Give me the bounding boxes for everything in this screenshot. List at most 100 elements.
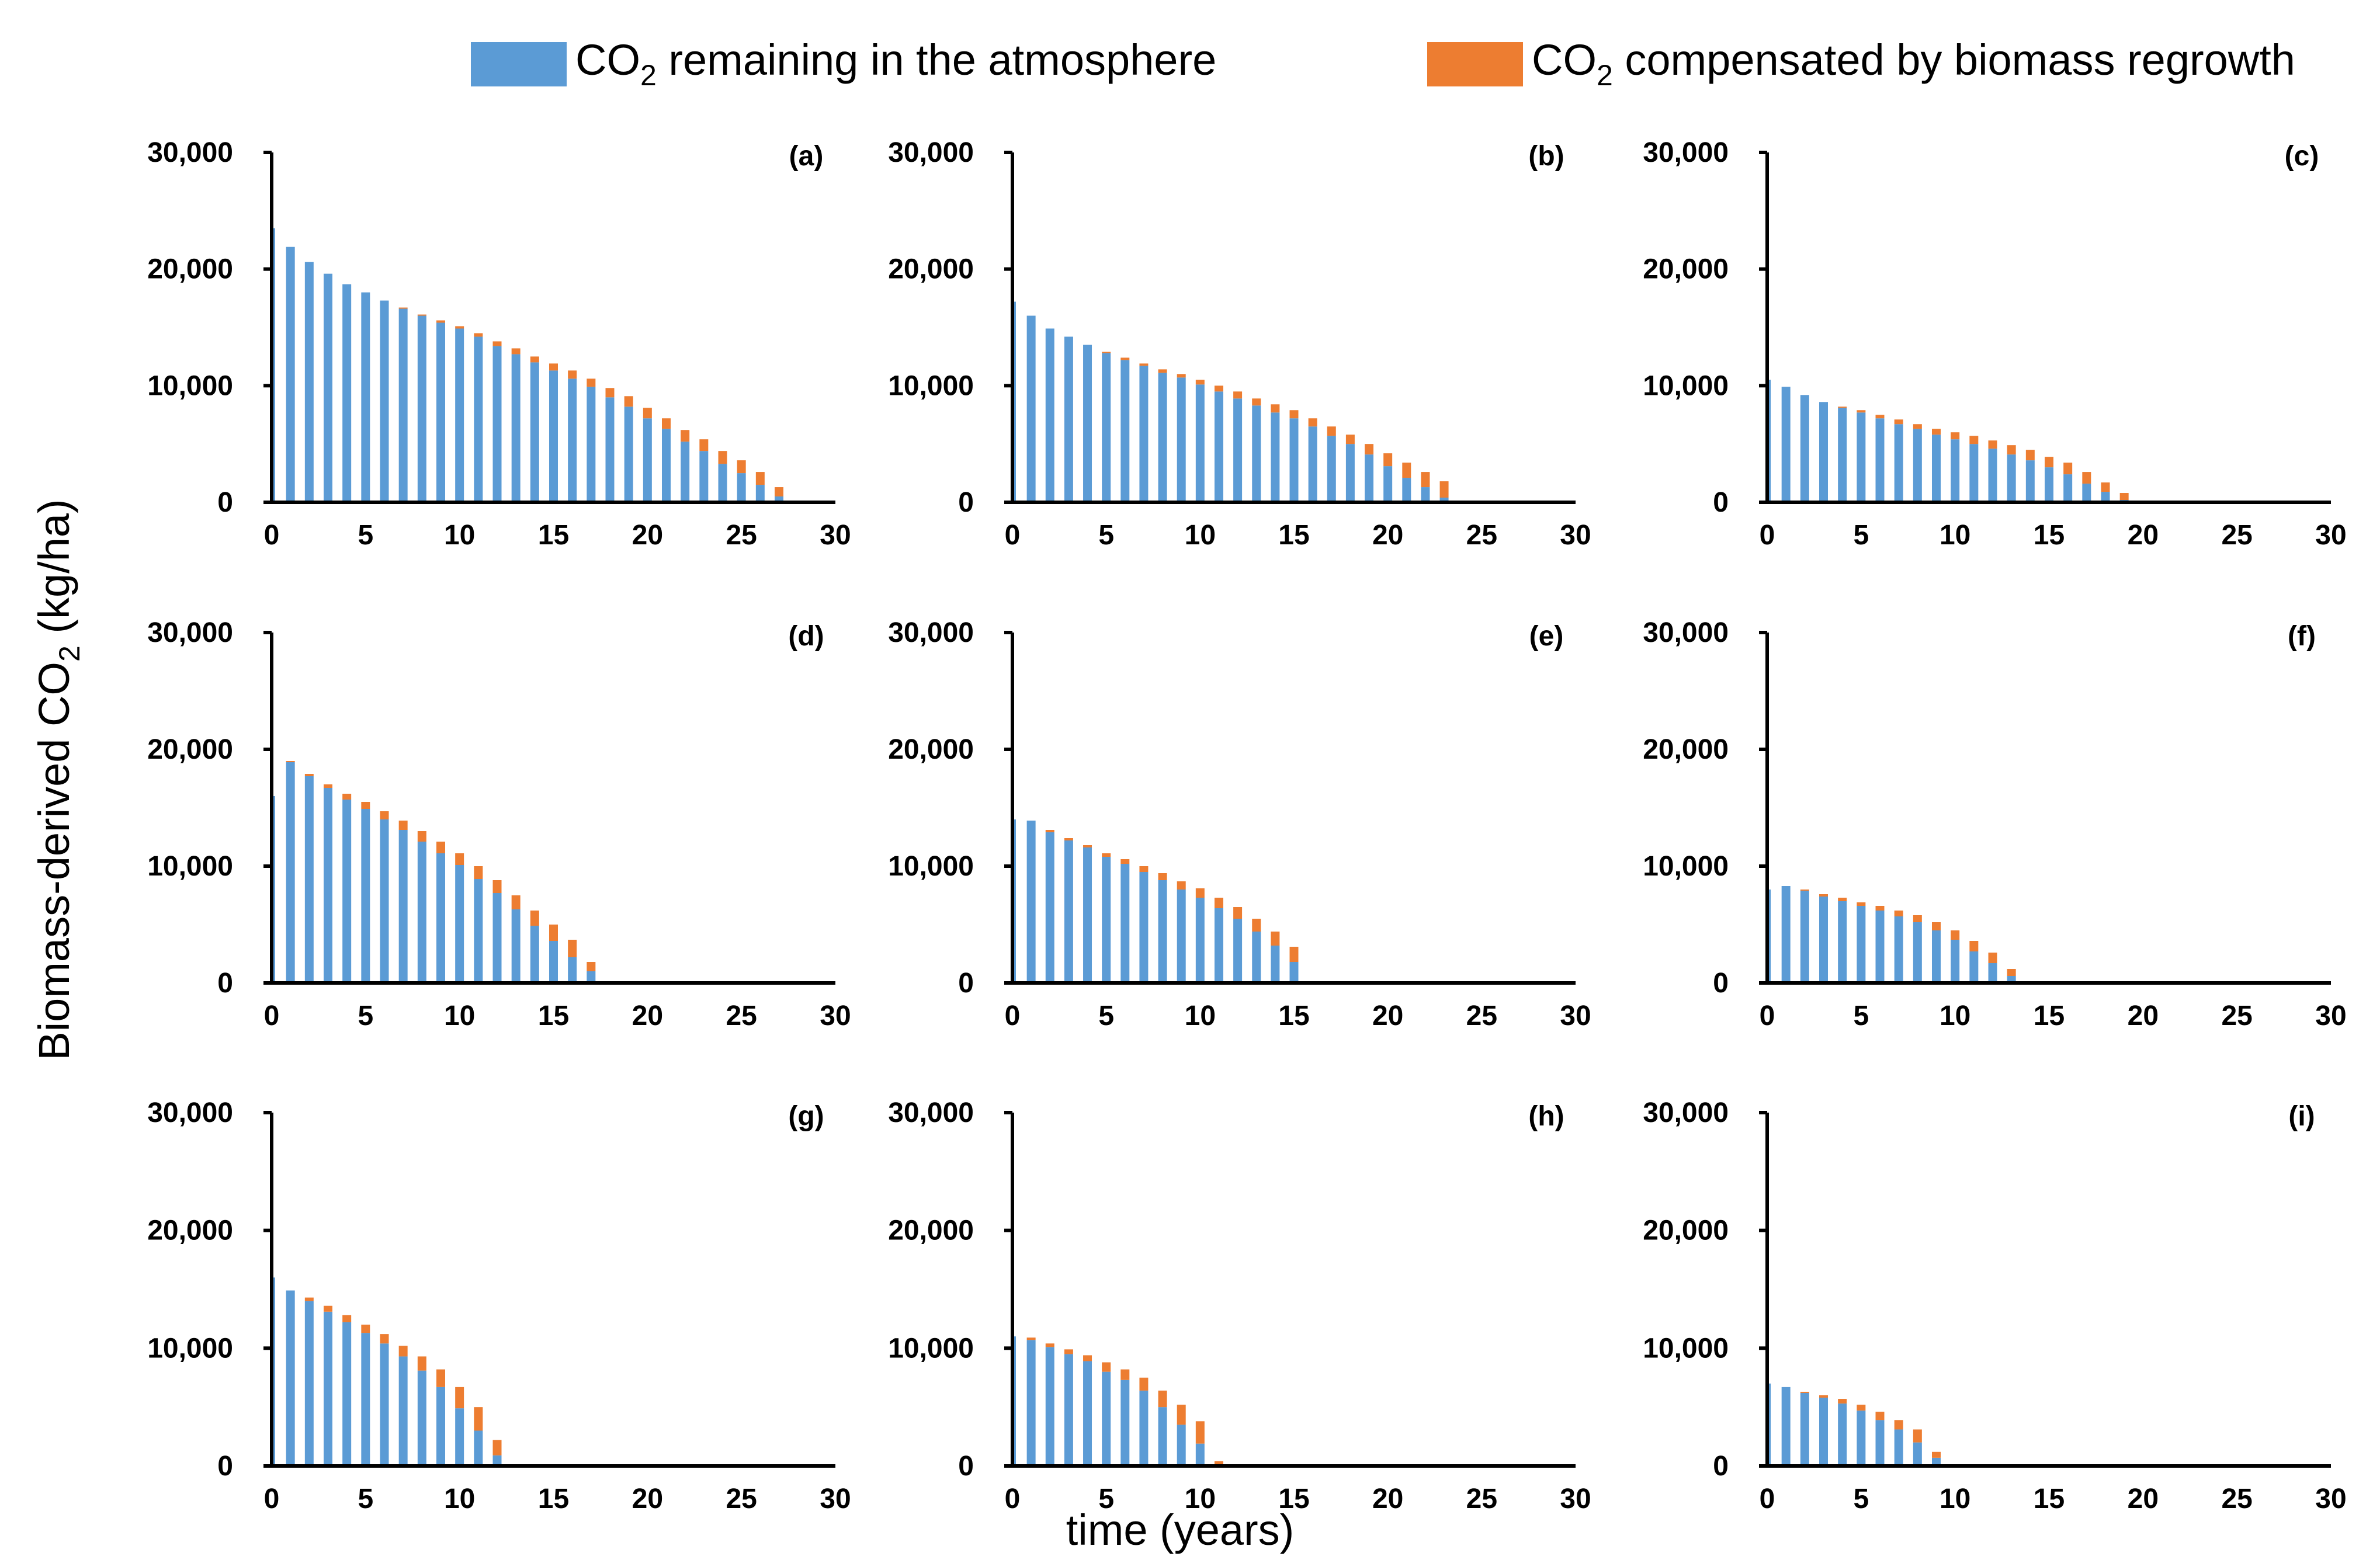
bar-remaining <box>1120 1380 1130 1466</box>
bar-compensated <box>1252 919 1261 932</box>
bar-remaining <box>1932 1457 1941 1466</box>
bar-compensated <box>1819 1395 1828 1398</box>
bar-remaining <box>587 387 596 502</box>
bar-compensated <box>361 802 370 809</box>
bar-compensated <box>1894 1420 1903 1430</box>
bar-compensated <box>1102 352 1111 353</box>
x-tick-label: 20 <box>1372 520 1403 551</box>
x-tick-label: 20 <box>2128 520 2159 551</box>
bar-compensated <box>2101 482 2110 492</box>
bar-remaining <box>1177 377 1186 502</box>
panel-label: (h) <box>1528 1101 1564 1132</box>
bar-remaining <box>1252 405 1261 502</box>
bar-remaining <box>1875 1420 1885 1466</box>
panel-f: 0 10,000 20,000 30,000 0 5 10 15 20 25 30 (f) <box>1643 617 2347 1031</box>
bar-compensated <box>342 794 352 800</box>
bar-remaining <box>1857 1410 1866 1466</box>
bar-compensated <box>568 370 577 379</box>
y-tick-label: 20,000 <box>147 254 233 285</box>
y-tick-label: 10,000 <box>1643 1333 1729 1364</box>
bar-remaining <box>1308 426 1317 502</box>
bar-compensated <box>1120 1369 1130 1380</box>
panel-label: (g) <box>788 1101 824 1132</box>
bar-remaining <box>474 879 483 983</box>
bar-compensated <box>2025 450 2035 461</box>
bar-remaining <box>530 926 539 983</box>
bar-remaining <box>1289 962 1299 983</box>
bar-compensated <box>2082 472 2091 484</box>
bar-remaining <box>1271 946 1280 983</box>
bar-remaining <box>455 328 464 502</box>
bar-compensated <box>1969 941 1979 951</box>
bar-compensated <box>1195 888 1205 898</box>
legend-swatch-remaining <box>471 42 567 86</box>
bar-remaining <box>568 378 577 502</box>
bar-compensated <box>1120 357 1130 360</box>
x-tick-label: 25 <box>1466 1483 1497 1514</box>
bar-remaining <box>474 336 483 502</box>
y-tick-label: 20,000 <box>1643 734 1729 765</box>
bar-remaining <box>624 406 633 502</box>
bar-remaining <box>492 893 502 983</box>
bar-remaining <box>1819 897 1828 983</box>
bar-compensated <box>342 1315 352 1322</box>
bar-compensated <box>1139 1377 1149 1391</box>
bar-compensated <box>417 831 426 842</box>
bar-compensated <box>568 940 577 957</box>
bar-remaining <box>1083 345 1092 502</box>
bar-compensated <box>511 348 521 355</box>
bar-remaining <box>286 762 295 983</box>
bar-remaining <box>398 830 408 983</box>
bar-compensated <box>1951 432 1960 440</box>
bar-remaining <box>304 776 314 983</box>
bar-remaining <box>605 397 615 502</box>
bar-remaining <box>1177 1425 1186 1466</box>
bar-compensated <box>775 487 783 497</box>
bar-remaining <box>1988 963 1997 983</box>
bar-remaining <box>1838 408 1847 502</box>
y-tick-label: 10,000 <box>1643 851 1729 882</box>
panel-label: (d) <box>788 621 824 652</box>
bar-compensated <box>718 451 727 464</box>
bar-remaining <box>1969 444 1979 502</box>
bar-compensated <box>1083 845 1092 847</box>
x-tick-label: 0 <box>1760 1483 1775 1514</box>
x-tick-label: 30 <box>820 520 851 551</box>
bar-remaining <box>1289 418 1299 502</box>
bar-compensated <box>605 388 615 398</box>
bar-compensated <box>304 1297 314 1301</box>
bar-remaining <box>549 370 558 502</box>
bar-compensated <box>324 1305 332 1312</box>
bar-compensated <box>2119 493 2129 501</box>
x-tick-label: 20 <box>1372 1483 1403 1514</box>
bar-remaining <box>1064 840 1073 983</box>
x-tick-label: 15 <box>2034 1483 2065 1514</box>
bar-remaining <box>2025 460 2035 502</box>
x-tick-label: 5 <box>1853 520 1869 551</box>
y-tick-label: 30,000 <box>1643 137 1729 168</box>
bar-compensated <box>1177 881 1186 890</box>
bar-compensated <box>1327 426 1336 436</box>
bar-remaining <box>1045 328 1054 502</box>
bar-compensated <box>1158 873 1167 880</box>
x-tick-label: 20 <box>632 1000 663 1031</box>
bar-compensated <box>474 1407 483 1431</box>
y-tick-label: 0 <box>958 487 974 518</box>
bar-remaining <box>436 322 445 502</box>
bar-remaining <box>1045 832 1054 983</box>
y-tick-label: 20,000 <box>147 1215 233 1246</box>
x-tick-label: 10 <box>1185 1483 1216 1514</box>
bar-compensated <box>587 962 596 971</box>
bar-remaining <box>511 354 521 502</box>
bar-remaining <box>2045 467 2053 502</box>
bar-compensated <box>1894 911 1903 916</box>
panel-label: (f) <box>2288 621 2316 652</box>
bar-remaining <box>1026 821 1036 983</box>
y-tick-label: 0 <box>217 1451 233 1482</box>
bar-remaining <box>1894 424 1903 502</box>
bar-remaining <box>1045 1347 1054 1466</box>
bar-compensated <box>380 1334 389 1344</box>
y-tick-label: 10,000 <box>888 851 974 882</box>
bar-remaining <box>324 1311 332 1466</box>
bar-remaining <box>342 284 352 502</box>
